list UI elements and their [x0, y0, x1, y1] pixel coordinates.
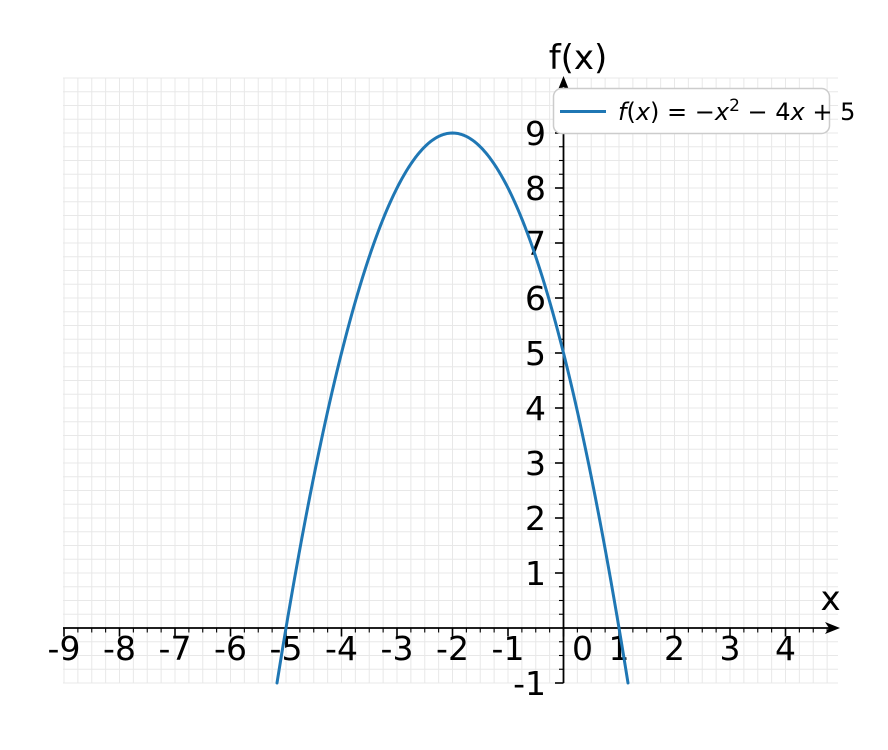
- y-tick-label: 4: [525, 389, 546, 428]
- y-tick-label: 6: [525, 279, 546, 318]
- x-axis-title: x: [820, 579, 840, 619]
- ticks: [63, 91, 828, 684]
- x-tick-label: -2: [436, 629, 469, 668]
- x-tick-label: -8: [103, 629, 136, 668]
- legend-label: f(x) = −x2 − 4x + 5: [618, 96, 855, 126]
- axis-titles: x f(x): [549, 38, 841, 619]
- y-tick-label: 9: [525, 114, 546, 153]
- axes: [63, 76, 840, 683]
- parabola-curve: [275, 131, 630, 685]
- x-tick-label: -1: [492, 629, 525, 668]
- y-tick-label: 3: [525, 444, 546, 483]
- y-axis-title: f(x): [549, 38, 608, 78]
- y-tick-label: 2: [525, 499, 546, 538]
- x-tick-label: 4: [775, 629, 796, 668]
- x-tick-label: 3: [720, 629, 741, 668]
- x-tick-label: 2: [664, 629, 685, 668]
- x-tick-label: -3: [381, 629, 414, 668]
- series: [275, 131, 630, 685]
- y-tick-label: -1: [513, 664, 546, 703]
- legend: f(x) = −x2 − 4x + 5: [552, 87, 855, 135]
- x-tick-label: -4: [325, 629, 358, 668]
- y-tick-label: 1: [525, 554, 546, 593]
- legend-box: [552, 87, 831, 135]
- y-tick-label: 7: [525, 224, 546, 263]
- y-tick-label: 5: [525, 334, 546, 373]
- y-axis-arrow: [557, 76, 570, 91]
- x-axis-arrow: [825, 622, 840, 634]
- x-tick-label: 0: [572, 629, 593, 668]
- grid: [63, 77, 838, 684]
- y-tick-label: 8: [525, 169, 546, 208]
- x-tick-label: -7: [159, 629, 192, 668]
- x-tick-labels: -9 -8 -7 -6 -5 -4 -3 -2 -1 0 1 2 3 4: [48, 629, 796, 668]
- x-tick-label: -9: [48, 629, 81, 668]
- y-tick-labels: -1 1 2 3 4 5 6 7 8 9: [513, 114, 546, 703]
- x-tick-label: -6: [214, 629, 247, 668]
